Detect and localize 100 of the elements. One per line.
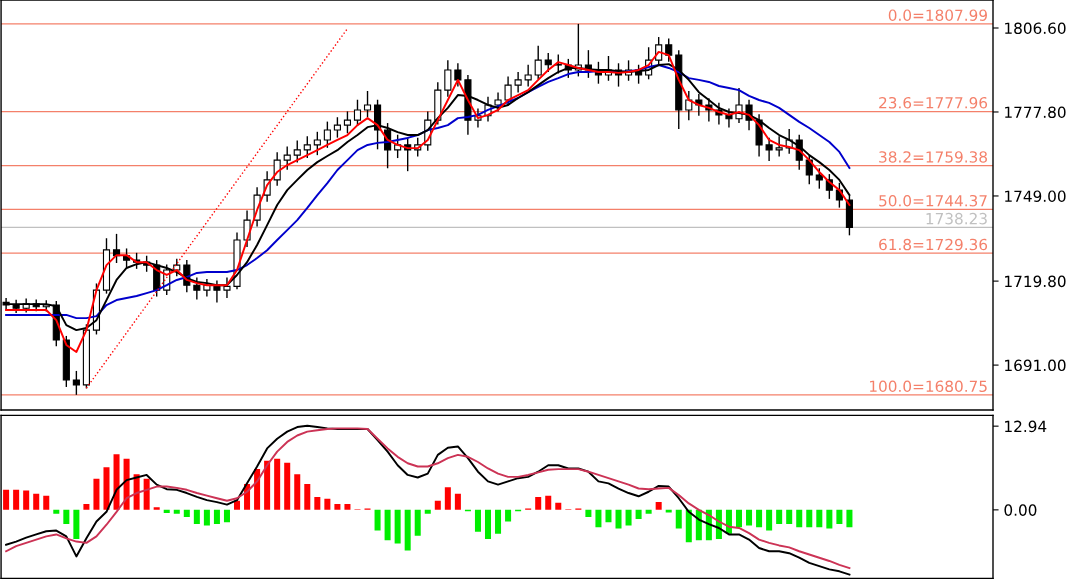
bar [806, 509, 813, 528]
candlestick [805, 154, 813, 185]
bar [344, 504, 351, 510]
candlestick [775, 135, 783, 158]
bar [635, 509, 642, 519]
bar [414, 509, 421, 536]
bar [746, 509, 753, 526]
y-tick-label: 12.94 [1005, 420, 1047, 433]
bar [43, 495, 50, 510]
bar [83, 504, 90, 510]
bar [394, 509, 401, 544]
bar [63, 509, 70, 525]
bar [786, 509, 793, 525]
bar [384, 509, 391, 541]
candlestick [283, 145, 291, 171]
bar [424, 509, 431, 514]
bar [173, 509, 180, 514]
candlestick [534, 45, 542, 81]
bar [93, 478, 100, 510]
bar [113, 454, 120, 510]
bar [374, 509, 381, 531]
bar [254, 469, 261, 510]
bar [143, 478, 150, 510]
candlestick [685, 90, 693, 121]
candlestick [504, 75, 512, 107]
ref-line-label: 38.2=1759.38 [879, 151, 987, 163]
bar [454, 493, 461, 510]
bar [535, 496, 542, 510]
bar [625, 509, 632, 526]
bar [484, 509, 492, 539]
candlestick [323, 120, 331, 149]
ref-line-label: 100.0=1680.75 [870, 380, 987, 393]
bar [595, 509, 602, 528]
candlestick [72, 370, 80, 396]
bar [163, 509, 170, 514]
bar [223, 509, 230, 523]
bar [846, 509, 853, 528]
bar [776, 509, 783, 525]
bar [766, 509, 773, 531]
bar [193, 509, 200, 525]
bar [505, 509, 512, 522]
bar [816, 509, 823, 528]
candlestick [303, 135, 311, 159]
bar [3, 489, 10, 510]
candlestick [333, 116, 341, 139]
candlestick [343, 110, 352, 134]
bar [213, 509, 220, 525]
bar [103, 467, 110, 510]
bar [203, 509, 210, 526]
candlestick [514, 71, 522, 94]
y-tick-label: 0.00 [1004, 504, 1037, 516]
bar [555, 502, 562, 510]
bar [183, 509, 190, 517]
bar [73, 509, 80, 539]
bar [605, 509, 612, 523]
y-tick-label: 1719.80 [1005, 275, 1066, 288]
bar [836, 509, 843, 525]
ref-line-label: 61.8=1729.36 [879, 238, 988, 251]
bar [324, 498, 331, 510]
candlestick [765, 136, 773, 162]
bar [53, 509, 60, 514]
candlestick [223, 276, 231, 299]
y-tick-label: 1691.00 [1005, 359, 1066, 372]
candlestick [815, 167, 823, 190]
bar [304, 483, 311, 510]
y-tick-label: 1749.00 [1005, 190, 1066, 202]
bar [675, 509, 682, 529]
bar [796, 509, 803, 528]
ref-line-label: 50.0=1744.37 [879, 194, 987, 207]
bar [23, 490, 30, 510]
y-tick-label: 1806.60 [1005, 22, 1066, 35]
candlestick [524, 64, 532, 88]
bar [314, 496, 321, 510]
bar [264, 460, 271, 510]
bar [33, 493, 40, 510]
ref-line-label: 0.0=1807.99 [888, 9, 987, 21]
candlestick [213, 279, 221, 304]
candlestick [394, 134, 402, 159]
bar [655, 502, 662, 510]
bar [404, 509, 411, 551]
bar [645, 509, 652, 514]
candlestick [444, 59, 452, 98]
y-tick-label: 1777.80 [1005, 106, 1066, 118]
bar [274, 458, 281, 510]
bar [444, 487, 451, 510]
candlestick [363, 90, 372, 118]
bar [434, 500, 441, 510]
bar [585, 509, 592, 517]
bar [756, 509, 763, 528]
bar [334, 504, 341, 510]
bar [123, 458, 130, 510]
candlestick [293, 139, 301, 164]
candlestick [313, 131, 321, 156]
candlestick [544, 52, 552, 73]
candlestick [353, 99, 362, 127]
bar [294, 474, 301, 510]
bar [284, 462, 291, 510]
bar [495, 509, 502, 534]
candlestick [273, 151, 281, 187]
bar [685, 509, 692, 543]
